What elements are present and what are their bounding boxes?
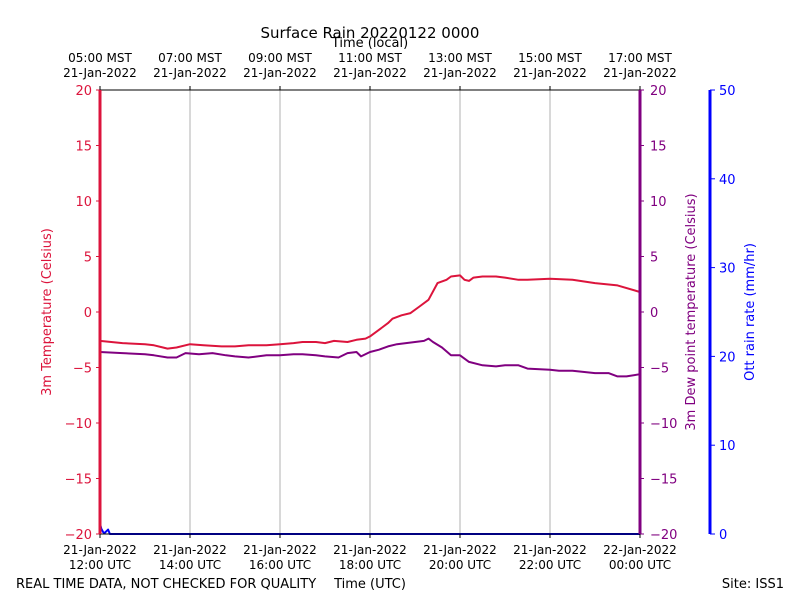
- tick-label-right-outer: 30: [719, 262, 736, 277]
- tick-label-top-time: 13:00 MST: [428, 51, 492, 65]
- tick-label-bottom-time: 20:00 UTC: [429, 558, 491, 572]
- tick-label-left: −10: [65, 417, 92, 432]
- tick-label-right-outer: 0: [719, 528, 727, 543]
- tick-label-left: −20: [65, 528, 92, 543]
- y-axis-label-right-inner: 3m Dew point temperature (Celsius): [684, 193, 699, 430]
- x-axis-label: Time (UTC): [333, 577, 406, 592]
- tick-label-right-outer: 40: [719, 173, 736, 188]
- tick-label-left: 5: [84, 251, 92, 266]
- y-axis-label-right-outer: Ott rain rate (mm/hr): [743, 243, 758, 381]
- tick-label-top-time: 17:00 MST: [608, 51, 672, 65]
- tick-label-right-inner: −20: [650, 528, 677, 543]
- tick-label-bottom-date: 21-Jan-2022: [423, 543, 497, 557]
- tick-label-right-inner: 15: [650, 140, 667, 155]
- tick-label-bottom-date: 21-Jan-2022: [333, 543, 407, 557]
- tick-label-right-inner: −5: [650, 362, 669, 377]
- footer-left: REAL TIME DATA, NOT CHECKED FOR QUALITY: [16, 577, 316, 592]
- tick-label-right-inner: 5: [650, 251, 658, 266]
- tick-label-bottom-date: 22-Jan-2022: [603, 543, 677, 557]
- tick-label-bottom-date: 21-Jan-2022: [153, 543, 227, 557]
- tick-label-right-inner: −15: [650, 473, 677, 488]
- tick-label-bottom-date: 21-Jan-2022: [63, 543, 137, 557]
- tick-label-left: −5: [73, 362, 92, 377]
- axes: [98, 89, 712, 535]
- tick-label-top-date: 21-Jan-2022: [153, 66, 227, 80]
- grid-lines: [189, 90, 551, 534]
- tick-labels: 20151050−5−10−15−2020151050−5−10−15−2050…: [63, 51, 735, 572]
- tick-label-bottom-time: 00:00 UTC: [609, 558, 671, 572]
- series-line-left: [99, 274, 641, 350]
- tick-label-bottom-time: 22:00 UTC: [519, 558, 581, 572]
- footer-right: Site: ISS1: [722, 577, 784, 592]
- tick-label-left: 15: [75, 140, 92, 155]
- tick-label-top-date: 21-Jan-2022: [423, 66, 497, 80]
- tick-label-top-date: 21-Jan-2022: [63, 66, 137, 80]
- tick-label-right-outer: 10: [719, 439, 736, 454]
- top-axis-label: Time (local): [331, 36, 408, 51]
- tick-label-top-time: 05:00 MST: [68, 51, 132, 65]
- tick-label-left: 10: [75, 195, 92, 210]
- tick-label-left: 20: [75, 84, 92, 99]
- tick-label-right-outer: 20: [719, 350, 736, 365]
- tick-label-right-outer: 50: [719, 84, 736, 99]
- tick-label-top-date: 21-Jan-2022: [333, 66, 407, 80]
- series-line-right_inner: [99, 337, 641, 378]
- tick-label-bottom-time: 18:00 UTC: [339, 558, 401, 572]
- tick-label-top-time: 15:00 MST: [518, 51, 582, 65]
- tick-label-left: −15: [65, 473, 92, 488]
- tick-label-top-date: 21-Jan-2022: [603, 66, 677, 80]
- tick-label-bottom-time: 16:00 UTC: [249, 558, 311, 572]
- tick-label-top-date: 21-Jan-2022: [243, 66, 317, 80]
- chart-title: Surface Rain 20220122 0000: [261, 24, 480, 42]
- tick-label-top-time: 09:00 MST: [248, 51, 312, 65]
- tick-label-bottom-time: 14:00 UTC: [159, 558, 221, 572]
- tick-label-right-inner: −10: [650, 417, 677, 432]
- tick-label-top-time: 11:00 MST: [338, 51, 402, 65]
- tick-label-bottom-date: 21-Jan-2022: [513, 543, 587, 557]
- y-axis-label-left: 3m Temperature (Celsius): [40, 228, 55, 396]
- tick-label-bottom-time: 12:00 UTC: [69, 558, 131, 572]
- tick-label-top-time: 07:00 MST: [158, 51, 222, 65]
- tick-label-right-inner: 20: [650, 84, 667, 99]
- tick-label-right-inner: 10: [650, 195, 667, 210]
- tick-label-top-date: 21-Jan-2022: [513, 66, 587, 80]
- tick-label-right-inner: 0: [650, 306, 658, 321]
- tick-label-left: 0: [84, 306, 92, 321]
- tick-label-bottom-date: 21-Jan-2022: [243, 543, 317, 557]
